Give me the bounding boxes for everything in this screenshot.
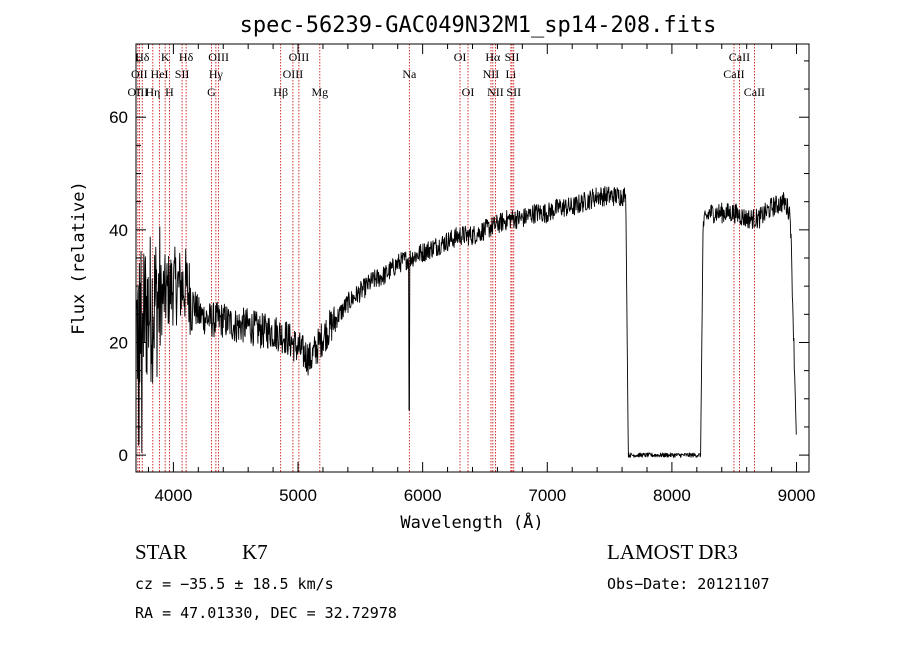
line-label-17: OI [454, 50, 467, 64]
x-tick-label-1: 5000 [279, 486, 317, 505]
line-label-26: CaII [723, 67, 744, 81]
axis-ticks: 4000 5000 6000 7000 8000 9000 0 20 40 60 [109, 44, 815, 505]
line-label-27: CaII [744, 85, 765, 99]
x-tick-label-5: 9000 [778, 486, 816, 505]
line-label-0: Hδ [135, 50, 150, 64]
line-label-5: Hη [145, 85, 160, 99]
spectrum-series [135, 186, 797, 458]
line-label-1: OII [131, 67, 148, 81]
line-label-9: OIII [208, 50, 229, 64]
line-label-3: K [161, 50, 170, 64]
x-tick-label-3: 7000 [528, 486, 566, 505]
line-label-18: OI [462, 85, 475, 99]
line-label-7: H [165, 85, 174, 99]
line-label-13: OIII [283, 67, 304, 81]
line-label-16: Na [402, 67, 417, 81]
redshift-cz: cz = −35.5 ± 18.5 km/s [135, 575, 334, 593]
line-label-22: SII [505, 50, 520, 64]
spectral-line-markers [137, 44, 755, 472]
spectrum-line [135, 186, 797, 458]
y-tick-label-1: 20 [109, 333, 128, 352]
line-label-11: G [207, 85, 216, 99]
object-subclass: K7 [242, 540, 268, 564]
line-label-2: OIII [128, 85, 149, 99]
y-tick-label-3: 60 [109, 108, 128, 127]
line-label-15: Mg [311, 85, 328, 99]
line-label-23: Li [506, 67, 517, 81]
x-tick-label-2: 6000 [404, 486, 442, 505]
chart-title: spec-56239-GAC049N32M1_sp14-208.fits [240, 13, 717, 38]
line-label-4: HeI [151, 67, 169, 81]
line-label-10: Hγ [209, 67, 224, 81]
observation-date: Obs−Date: 20121107 [607, 575, 770, 593]
line-label-12: OIII [289, 50, 310, 64]
plot-frame [135, 43, 810, 473]
y-tick-label-0: 0 [119, 446, 128, 465]
line-label-8: Hδ [179, 50, 194, 64]
coordinates: RA = 47.01330, DEC = 32.72978 [135, 604, 397, 622]
line-label-21: NII [487, 85, 504, 99]
line-label-25: CaII [729, 50, 750, 64]
line-label-6: SII [175, 67, 190, 81]
survey-name: LAMOST DR3 [607, 540, 738, 564]
line-label-19: Hα [485, 50, 501, 64]
x-axis-label: Wavelength (Å) [400, 511, 543, 533]
line-label-14: Hβ [273, 85, 288, 99]
x-tick-label-0: 4000 [154, 486, 192, 505]
y-tick-label-2: 40 [109, 221, 128, 240]
object-class: STAR [135, 540, 187, 564]
line-label-24: SII [506, 85, 521, 99]
x-tick-label-4: 8000 [653, 486, 691, 505]
y-axis-label: Flux (relative) [69, 181, 89, 335]
line-label-20: NII [483, 67, 500, 81]
